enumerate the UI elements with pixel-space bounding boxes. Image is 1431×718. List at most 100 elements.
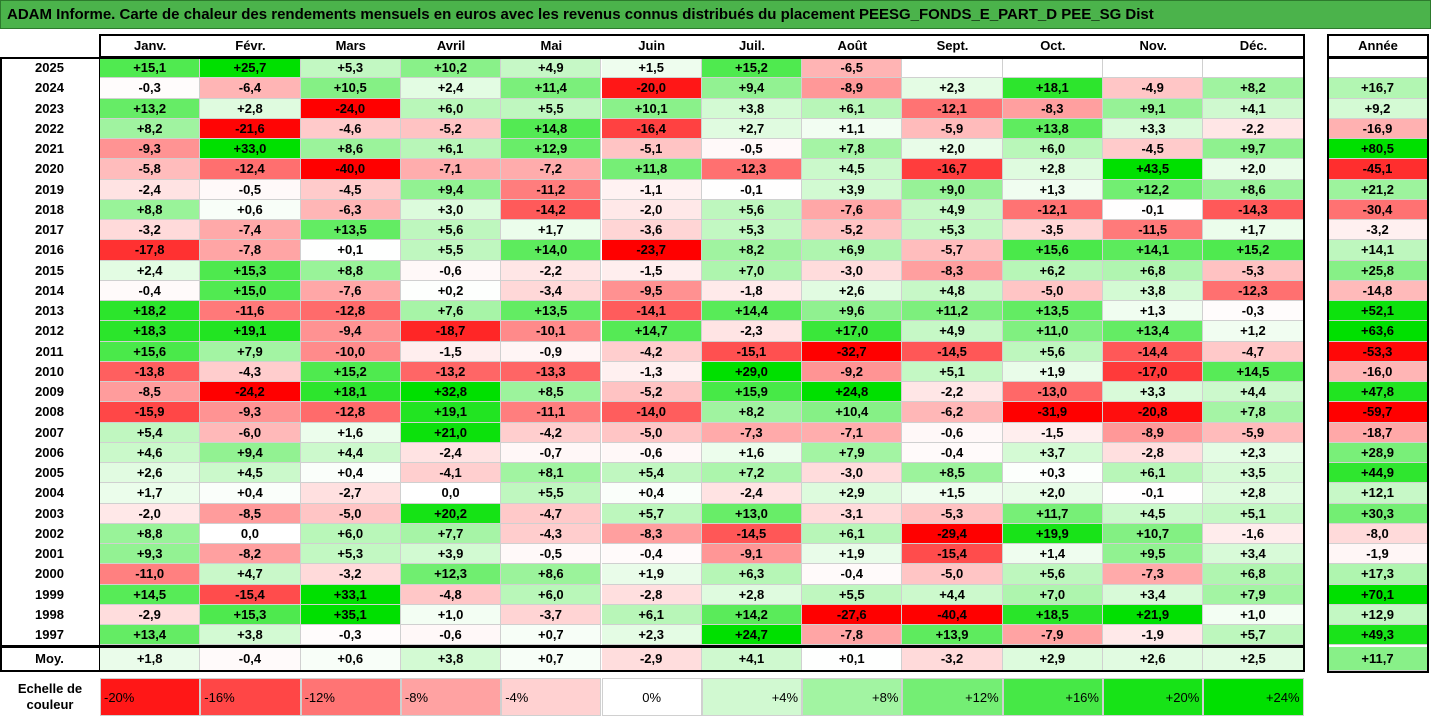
heat-cell: -16,7 — [902, 159, 1003, 180]
annual-cell: +16,7 — [1328, 78, 1428, 99]
heat-cell: -8,9 — [802, 78, 903, 99]
scale-swatch: +16% — [1002, 678, 1103, 716]
heat-cell: -16,4 — [601, 118, 702, 139]
heat-cell: +15,1 — [100, 58, 201, 79]
heat-cell: +0,4 — [200, 483, 301, 504]
annual-cell: +44,9 — [1328, 463, 1428, 484]
heat-cell: +5,6 — [701, 199, 803, 220]
heat-cell: -0,3 — [100, 78, 201, 99]
scale-swatch: -16% — [200, 678, 301, 716]
heat-cell: +6,0 — [400, 98, 502, 119]
heat-cell — [1203, 58, 1304, 79]
heat-cell: 0,0 — [200, 523, 301, 544]
heat-cell: -0,4 — [802, 564, 903, 585]
heat-cell: +9,6 — [802, 301, 903, 322]
heat-cell: -5,9 — [902, 118, 1003, 139]
heat-cell: +2,0 — [1002, 483, 1103, 504]
heat-cell: +7,6 — [400, 301, 502, 322]
heat-cell: +10,2 — [400, 58, 502, 79]
heat-cell: +7,8 — [1203, 402, 1304, 423]
heat-cell: +6,3 — [701, 564, 803, 585]
annual-cell: +14,1 — [1328, 240, 1428, 261]
heat-cell: -9,3 — [200, 402, 301, 423]
heat-cell: +6,0 — [1002, 139, 1103, 160]
heat-cell: +2,7 — [701, 118, 803, 139]
heat-cell: +15,6 — [100, 341, 201, 362]
heat-cell: -12,1 — [1002, 199, 1103, 220]
heat-cell: -5,0 — [1002, 280, 1103, 301]
heat-cell: +5,7 — [1203, 625, 1304, 646]
heat-cell: +20,2 — [400, 503, 502, 524]
heat-cell: -5,0 — [902, 564, 1003, 585]
heat-cell: +13,9 — [902, 625, 1003, 646]
heat-cell: -7,1 — [802, 422, 903, 443]
heat-cell: +18,5 — [1002, 604, 1103, 625]
heat-cell: +18,3 — [100, 321, 201, 342]
heat-cell: -0,4 — [902, 442, 1003, 463]
heat-cell: +8,5 — [902, 463, 1003, 484]
heat-cell: +19,1 — [200, 321, 301, 342]
annual-cell: -16,0 — [1328, 361, 1428, 382]
heat-cell: +8,8 — [300, 260, 401, 281]
heat-cell: +7,2 — [701, 463, 803, 484]
heat-cell: +4,4 — [300, 442, 401, 463]
heat-cell: -14,2 — [501, 199, 602, 220]
heat-cell: -4,3 — [200, 361, 301, 382]
heat-cell: +0,7 — [501, 625, 602, 646]
heat-cell: -0,1 — [701, 179, 803, 200]
heat-cell: -0,6 — [400, 260, 502, 281]
heat-cell: +2,3 — [1203, 442, 1304, 463]
heat-cell: +6,1 — [400, 139, 502, 160]
heat-cell: +4,5 — [1103, 503, 1204, 524]
heat-cell: -3,7 — [501, 604, 602, 625]
average-cell: +4,1 — [701, 647, 803, 672]
column-header: Oct. — [1002, 34, 1103, 58]
heat-cell: -0,4 — [100, 280, 201, 301]
row-year-label: 2001 — [0, 544, 100, 565]
heat-cell: -11,1 — [501, 402, 602, 423]
heat-cell — [1002, 58, 1103, 79]
heat-cell: +15,9 — [701, 382, 803, 403]
heat-cell: -0,3 — [1203, 301, 1304, 322]
heat-cell: -7,8 — [200, 240, 301, 261]
scale-swatch: -12% — [300, 678, 401, 716]
heat-cell: +17,0 — [802, 321, 903, 342]
row-year-label: 2010 — [0, 361, 100, 382]
heat-cell: -13,2 — [400, 361, 502, 382]
heat-cell: +8,8 — [100, 523, 201, 544]
heat-cell: +2,4 — [400, 78, 502, 99]
annual-cell: -1,9 — [1328, 544, 1428, 565]
heat-cell: -14,3 — [1203, 199, 1304, 220]
heat-cell: -40,0 — [300, 159, 401, 180]
heat-cell: +7,7 — [400, 523, 502, 544]
heat-cell: -14,0 — [601, 402, 702, 423]
heat-cell: +21,0 — [400, 422, 502, 443]
heat-cell — [902, 58, 1003, 79]
heat-cell: +6,1 — [1103, 463, 1204, 484]
annual-cell: +63,6 — [1328, 321, 1428, 342]
heat-cell: -11,0 — [100, 564, 201, 585]
heat-cell: -12,8 — [300, 301, 401, 322]
heat-cell: -0,5 — [501, 544, 602, 565]
heat-cell: +13,5 — [1002, 301, 1103, 322]
row-year-label: 2020 — [0, 159, 100, 180]
column-header: Nov. — [1103, 34, 1204, 58]
heat-cell: +19,9 — [1002, 523, 1103, 544]
heat-cell: -8,2 — [200, 544, 301, 565]
heat-cell: 0,0 — [400, 483, 502, 504]
heat-cell: +1,9 — [601, 564, 702, 585]
heat-cell: +2,8 — [200, 98, 301, 119]
heat-cell: -0,7 — [501, 442, 602, 463]
average-cell: +0,6 — [300, 647, 401, 672]
row-year-label: 2000 — [0, 564, 100, 585]
heat-cell: +14,2 — [701, 604, 803, 625]
heat-cell: -4,9 — [1103, 78, 1204, 99]
average-cell: +1,8 — [100, 647, 201, 672]
heat-cell: -11,2 — [501, 179, 602, 200]
heat-cell: -5,9 — [1203, 422, 1304, 443]
heat-cell: +5,1 — [1203, 503, 1304, 524]
heat-cell: +5,3 — [300, 544, 401, 565]
heat-cell: +4,8 — [902, 280, 1003, 301]
heat-cell: -7,3 — [1103, 564, 1204, 585]
heat-cell: +3,3 — [1103, 382, 1204, 403]
